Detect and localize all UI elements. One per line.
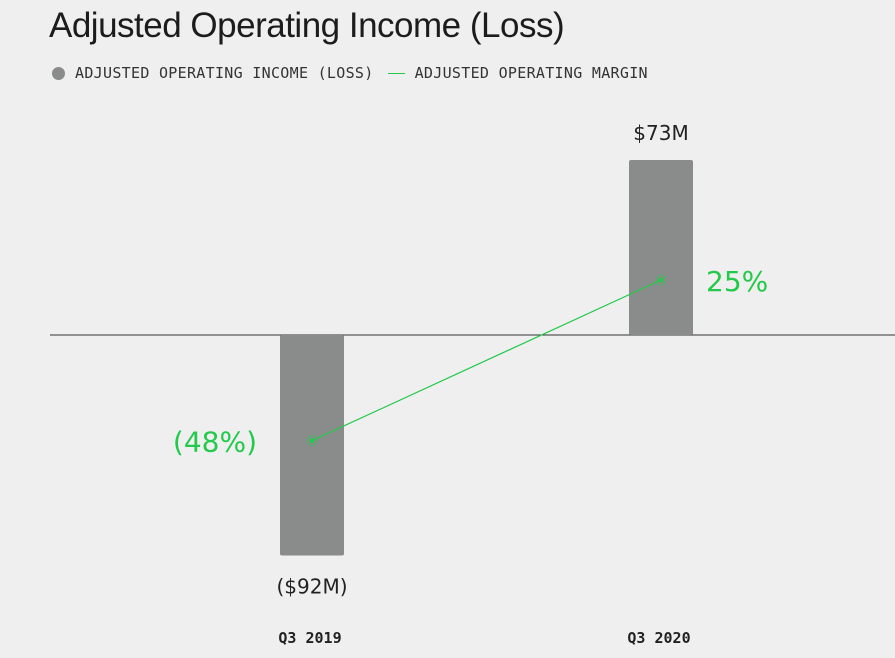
legend-line-swatch xyxy=(387,72,405,74)
chart-title: Adjusted Operating Income (Loss) xyxy=(49,6,565,45)
margin-point-ring-1 xyxy=(655,274,667,286)
legend-bar-swatch xyxy=(52,66,65,80)
bar-value-label-1: $73M xyxy=(633,121,688,145)
bar-value-label-0: ($92M) xyxy=(276,575,347,599)
margin-line xyxy=(311,279,662,442)
legend-bar-label: ADJUSTED OPERATING INCOME (LOSS) xyxy=(75,64,374,82)
margin-point-0 xyxy=(309,438,315,444)
margin-point-1 xyxy=(658,277,664,283)
x-tick-label-0: Q3 2019 xyxy=(278,629,341,647)
margin-value-label-1: 25% xyxy=(706,265,768,298)
chart-legend: ADJUSTED OPERATING INCOME (LOSS) ADJUSTE… xyxy=(52,64,648,82)
margin-value-label-0: (48%) xyxy=(173,426,257,459)
x-tick-label-1: Q3 2020 xyxy=(627,629,690,647)
margin-point-ring-0 xyxy=(306,435,318,447)
bar-1 xyxy=(629,160,693,335)
legend-line-label: ADJUSTED OPERATING MARGIN xyxy=(414,64,648,82)
